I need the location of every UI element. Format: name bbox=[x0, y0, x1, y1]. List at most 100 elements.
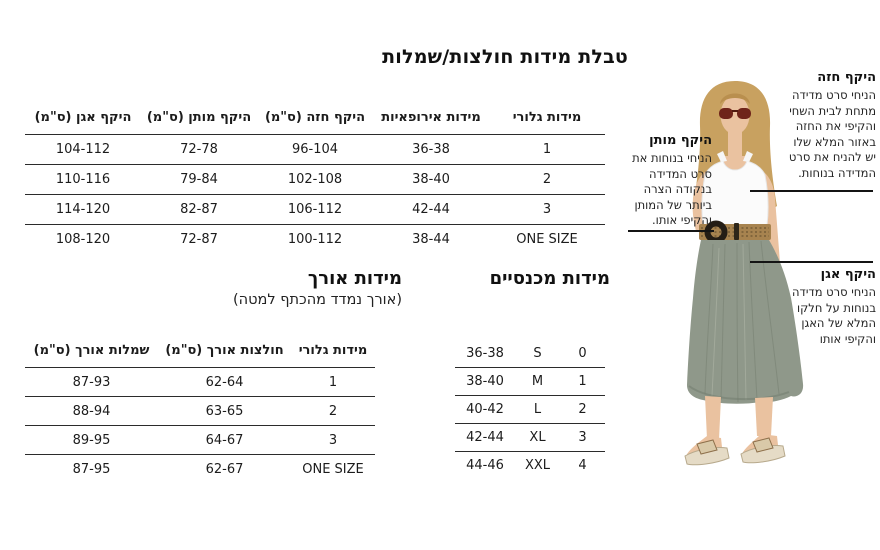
length-section-subtitle: (אורך נמדד מהכתף למטה) bbox=[232, 292, 402, 308]
table-cell: S bbox=[515, 340, 560, 368]
neck bbox=[728, 128, 742, 156]
leg bbox=[755, 397, 773, 436]
sandal bbox=[740, 445, 786, 464]
column-header-dresses-length: שמלות אורך (ס"מ) bbox=[25, 334, 158, 368]
hip-leader-line bbox=[750, 261, 873, 263]
table-cell: 1 bbox=[291, 367, 375, 397]
table-cell: 40-42 bbox=[455, 395, 515, 424]
header-row: מידות גלורי מידות אירופאיות היקף חזה (ס"… bbox=[25, 101, 605, 135]
table-cell: 114-120 bbox=[25, 194, 141, 225]
table-row: 4 XXL 44-46 bbox=[455, 452, 605, 480]
table-cell: 62-64 bbox=[158, 367, 291, 397]
table-cell: ONE SIZE bbox=[516, 232, 578, 247]
waist-leader-line bbox=[628, 230, 714, 232]
column-header-hip: היקף אגן (ס"מ) bbox=[25, 101, 141, 135]
hip-annotation-title: היקף אגן bbox=[820, 267, 876, 282]
column-header-glory-size: מידות גלורי bbox=[291, 334, 375, 368]
chest-skin bbox=[719, 156, 751, 170]
chest-annotation-body: הניחי סרט מדידה מתחת לבית השחי והקיפי את… bbox=[788, 88, 876, 180]
skirt-crinkle bbox=[736, 242, 739, 403]
sandal-strap bbox=[696, 439, 718, 455]
table-cell: 2 bbox=[560, 395, 605, 424]
table-cell: 72-87 bbox=[180, 232, 218, 247]
table-cell: 38-44 bbox=[412, 232, 450, 247]
table-row: 1 36-38 96-104 72-78 104-112 bbox=[25, 134, 605, 165]
table-row: 1 M 38-40 bbox=[455, 367, 605, 396]
table-cell: 42-44 bbox=[455, 423, 515, 452]
hip-annotation-body: הניחי סרט מדידה בנוחות על חלקו המלא של ה… bbox=[792, 285, 876, 346]
skirt bbox=[687, 240, 804, 404]
table-cell: XXL bbox=[524, 458, 551, 473]
table-cell: 96-104 bbox=[257, 134, 373, 165]
table-cell: 1 bbox=[560, 367, 605, 396]
skirt-crinkle bbox=[720, 243, 726, 401]
tank-strap bbox=[717, 151, 727, 162]
table-cell: 102-108 bbox=[257, 164, 373, 195]
skirt-crinkle bbox=[704, 243, 714, 395]
hip-annotation: היקף אגן הניחי סרט מדידה בנוחות על חלקו … bbox=[782, 267, 876, 347]
waist-annotation-body: הניחי בנוחות את סרט המדידה בנקודה הצרה ב… bbox=[632, 151, 712, 227]
table-cell: 36-38 bbox=[455, 340, 515, 368]
table-cell: 100-112 bbox=[287, 232, 343, 247]
face bbox=[720, 95, 750, 135]
table-cell: 79-84 bbox=[141, 164, 257, 195]
waist-annotation: היקף מותן הניחי בנוחות את סרט המדידה בנק… bbox=[624, 133, 712, 229]
table-cell: 38-40 bbox=[373, 164, 489, 195]
chest-leader-line bbox=[750, 190, 873, 192]
hair-fringe bbox=[720, 93, 750, 104]
table-cell: 64-67 bbox=[158, 425, 291, 455]
table-cell: 106-112 bbox=[257, 194, 373, 225]
table-row: ONE SIZE 38-44 100-112 72-87 108-120 bbox=[25, 225, 605, 255]
table-cell: 88-94 bbox=[25, 396, 158, 426]
length-section-title: מידות אורך bbox=[307, 268, 402, 289]
table-cell: 42-44 bbox=[373, 194, 489, 225]
table-row: 3 64-67 89-95 bbox=[25, 425, 375, 455]
pants-size-table: 0 S 36-38 1 M 38-40 2 L 40-42 3 XL 42-44… bbox=[455, 340, 605, 479]
leg bbox=[705, 396, 721, 440]
skirt-crinkle bbox=[748, 241, 758, 401]
table-row: 2 38-40 102-108 79-84 110-116 bbox=[25, 164, 605, 195]
table-cell: 104-112 bbox=[25, 134, 141, 165]
model-photo bbox=[684, 81, 804, 466]
table-cell: 3 bbox=[489, 194, 605, 225]
column-header-chest: היקף חזה (ס"מ) bbox=[257, 101, 373, 135]
chest-annotation: היקף חזה הניחי סרט מדידה מתחת לבית השחי … bbox=[782, 70, 876, 181]
table-cell: 82-87 bbox=[141, 194, 257, 225]
table-cell: 3 bbox=[560, 423, 605, 452]
table-cell: 72-78 bbox=[141, 134, 257, 165]
page-title: טבלת מידות חולצות/שמלות bbox=[382, 46, 628, 68]
table-row: 3 42-44 106-112 82-87 114-120 bbox=[25, 194, 605, 225]
skirt-crinkle bbox=[711, 247, 720, 397]
table-row: 2 63-65 88-94 bbox=[25, 396, 375, 426]
table-cell: 62-67 bbox=[205, 461, 244, 477]
table-cell: 4 bbox=[578, 458, 587, 473]
table-row: 1 62-64 87-93 bbox=[25, 367, 375, 397]
table-cell: 38-40 bbox=[455, 367, 515, 396]
table-cell: 87-93 bbox=[25, 367, 158, 397]
table-cell: ONE SIZE bbox=[302, 461, 364, 477]
sunglasses-icon bbox=[719, 108, 751, 119]
table-cell: 110-116 bbox=[25, 164, 141, 195]
sandal-strap bbox=[752, 437, 774, 453]
table-cell: 44-46 bbox=[466, 458, 504, 473]
skirt-crinkle bbox=[742, 243, 747, 401]
table-cell: 0 bbox=[560, 340, 605, 368]
table-cell: L bbox=[515, 395, 560, 424]
length-size-table: מידות גלורי חולצות אורך (ס"מ) שמלות אורך… bbox=[25, 334, 375, 483]
table-row: ONE SIZE 62-67 87-95 bbox=[25, 455, 375, 484]
column-header-shirts-length: חולצות אורך (ס"מ) bbox=[158, 334, 291, 368]
table-cell: M bbox=[515, 367, 560, 396]
table-cell: 3 bbox=[291, 425, 375, 455]
table-row: 3 XL 42-44 bbox=[455, 423, 605, 452]
waist-annotation-title: היקף מותן bbox=[649, 133, 712, 148]
shirts-dresses-size-table: מידות גלורי מידות אירופאיות היקף חזה (ס"… bbox=[25, 101, 605, 254]
header-row: מידות גלורי חולצות אורך (ס"מ) שמלות אורך… bbox=[25, 334, 375, 368]
table-cell: 87-95 bbox=[72, 461, 111, 477]
table-row: 0 S 36-38 bbox=[455, 340, 605, 368]
table-cell: XL bbox=[515, 423, 560, 452]
table-row: 2 L 40-42 bbox=[455, 395, 605, 424]
table-cell: 63-65 bbox=[158, 396, 291, 426]
belt-end bbox=[734, 223, 739, 240]
chest-annotation-title: היקף חזה bbox=[817, 70, 876, 85]
